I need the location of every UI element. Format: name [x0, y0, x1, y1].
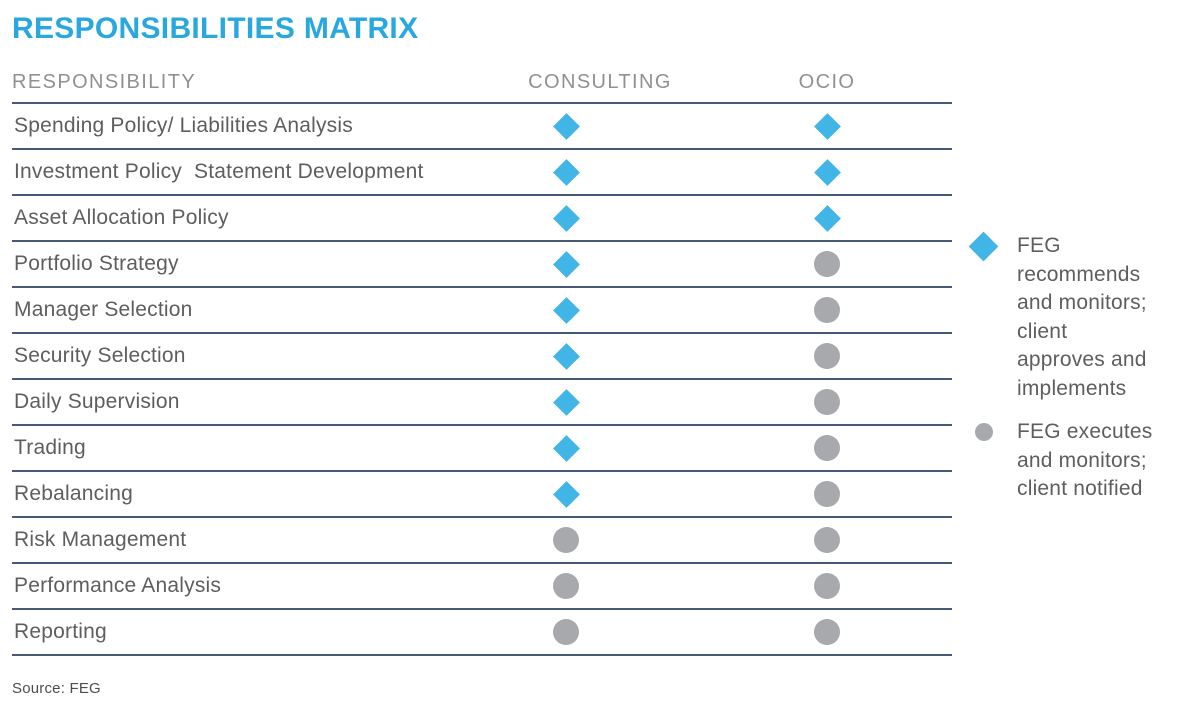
row-label: Reporting	[14, 620, 107, 643]
ocio-marker-cell	[702, 389, 952, 415]
legend-item-recommends: FEG recommends and monitors; client appr…	[964, 231, 1192, 403]
consulting-marker-cell	[430, 158, 702, 186]
circle-icon	[553, 527, 579, 553]
ocio-marker-cell	[702, 251, 952, 277]
table-header-row: RESPONSIBILITY CONSULTING OCIO	[12, 62, 952, 104]
diamond-icon	[552, 296, 580, 324]
row-label: Security Selection	[14, 344, 186, 367]
consulting-marker-cell	[430, 480, 702, 508]
ocio-marker-cell	[702, 619, 952, 645]
ocio-marker-cell	[702, 435, 952, 461]
consulting-marker-cell	[430, 342, 702, 370]
circle-icon	[814, 573, 840, 599]
row-label: Trading	[14, 436, 86, 459]
diamond-icon	[552, 388, 580, 416]
ocio-marker-cell	[702, 297, 952, 323]
row-label: Investment Policy Statement Development	[14, 160, 424, 183]
diamond-icon	[552, 158, 580, 186]
diamond-icon	[968, 231, 999, 262]
consulting-marker-cell	[430, 250, 702, 278]
row-label: Portfolio Strategy	[14, 252, 179, 275]
legend-marker-column	[964, 418, 1017, 446]
table-row: Security Selection	[12, 334, 952, 380]
row-label: Manager Selection	[14, 298, 193, 321]
consulting-marker-cell	[430, 296, 702, 324]
diamond-icon	[552, 112, 580, 140]
table-row: Portfolio Strategy	[12, 242, 952, 288]
circle-icon	[553, 573, 579, 599]
table-row: Manager Selection	[12, 288, 952, 334]
table-row: Investment Policy Statement Development	[12, 150, 952, 196]
diamond-icon	[552, 434, 580, 462]
ocio-marker-cell	[702, 527, 952, 553]
legend-text-recommends: FEG recommends and monitors; client appr…	[1017, 234, 1147, 400]
matrix-rows: Spending Policy/ Liabilities Analysis Inv…	[12, 104, 952, 656]
table-row: Trading	[12, 426, 952, 472]
legend-marker-column	[964, 231, 1017, 262]
page-title: RESPONSIBILITIES MATRIX	[12, 12, 419, 45]
consulting-marker-cell	[430, 434, 702, 462]
row-label: Risk Management	[14, 528, 187, 551]
diamond-icon	[813, 204, 841, 232]
circle-icon	[814, 343, 840, 369]
circle-icon	[814, 297, 840, 323]
consulting-marker-cell	[430, 573, 702, 599]
consulting-marker-cell	[430, 112, 702, 140]
consulting-marker-cell	[430, 388, 702, 416]
table-row: Rebalancing	[12, 472, 952, 518]
row-label: Performance Analysis	[14, 574, 222, 597]
table-row: Risk Management	[12, 518, 952, 564]
column-header-consulting: CONSULTING	[528, 70, 672, 93]
row-label: Asset Allocation Policy	[14, 206, 229, 229]
legend-item-executes: FEG executes and monitors; client notifi…	[964, 418, 1192, 504]
circle-icon	[814, 435, 840, 461]
table-row: Asset Allocation Policy	[12, 196, 952, 242]
source-note: Source: FEG	[12, 680, 101, 697]
table-row: Reporting	[12, 610, 952, 656]
ocio-marker-cell	[702, 204, 952, 232]
row-label: Daily Supervision	[14, 390, 180, 413]
diamond-icon	[552, 480, 580, 508]
circle-icon	[814, 619, 840, 645]
responsibilities-matrix-table: RESPONSIBILITY CONSULTING OCIO Spending …	[12, 62, 952, 656]
diamond-icon	[813, 158, 841, 186]
circle-icon	[814, 481, 840, 507]
consulting-marker-cell	[430, 619, 702, 645]
circle-icon	[975, 423, 993, 441]
table-row: Daily Supervision	[12, 380, 952, 426]
legend: FEG recommends and monitors; client appr…	[964, 231, 1192, 504]
diamond-icon	[813, 112, 841, 140]
table-row: Performance Analysis	[12, 564, 952, 610]
diamond-icon	[552, 204, 580, 232]
ocio-marker-cell	[702, 112, 952, 140]
circle-icon	[814, 527, 840, 553]
legend-text-executes: FEG executes and monitors; client notifi…	[1017, 420, 1153, 500]
row-label: Rebalancing	[14, 482, 133, 505]
circle-icon	[814, 251, 840, 277]
ocio-marker-cell	[702, 343, 952, 369]
column-header-ocio: OCIO	[798, 70, 856, 93]
table-row: Spending Policy/ Liabilities Analysis	[12, 104, 952, 150]
ocio-marker-cell	[702, 158, 952, 186]
diamond-icon	[552, 250, 580, 278]
row-label: Spending Policy/ Liabilities Analysis	[14, 114, 353, 137]
ocio-marker-cell	[702, 481, 952, 507]
circle-icon	[553, 619, 579, 645]
ocio-marker-cell	[702, 573, 952, 599]
column-header-responsibility: RESPONSIBILITY	[12, 70, 197, 93]
consulting-marker-cell	[430, 204, 702, 232]
consulting-marker-cell	[430, 527, 702, 553]
diamond-icon	[552, 342, 580, 370]
circle-icon	[814, 389, 840, 415]
